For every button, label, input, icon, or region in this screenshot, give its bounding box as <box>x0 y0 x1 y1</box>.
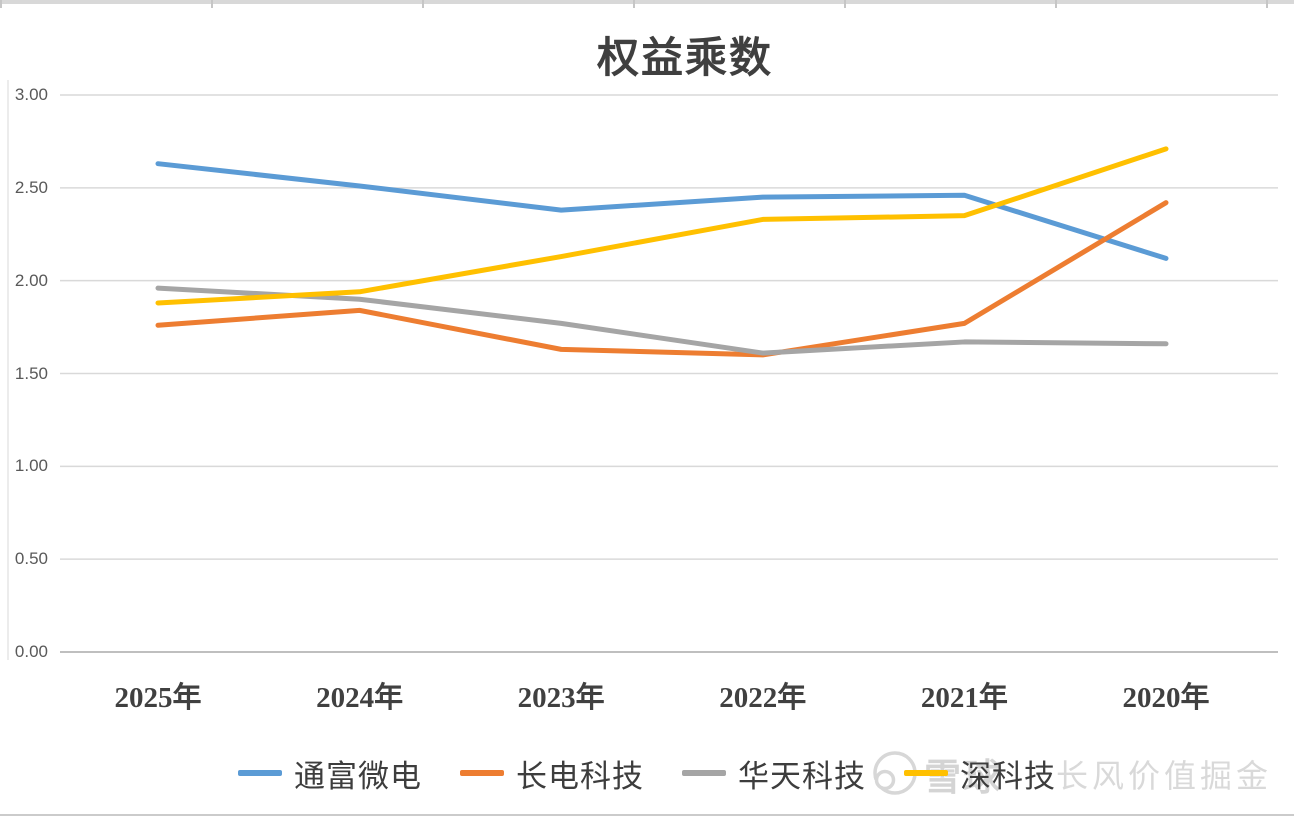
y-axis-tick-label: 1.00 <box>14 456 48 476</box>
legend-label: 深科技 <box>960 758 1056 794</box>
chart-title: 权益乘数 <box>596 36 773 82</box>
legend-dash-icon <box>460 770 504 776</box>
legend-item: 长电科技 <box>460 751 644 796</box>
legend-item: 通富微电 <box>238 751 422 796</box>
watermark-text: 长风价值掘金 <box>1056 758 1273 794</box>
watermark-brand: 雪球 <box>924 758 1002 799</box>
x-axis-tick-label: 2023年 <box>517 682 605 714</box>
y-axis-tick-label: 1.50 <box>14 363 48 383</box>
x-axis-tick-label: 2021年 <box>920 682 1008 714</box>
legend-label: 通富微电 <box>294 758 422 794</box>
legend-label: 华天科技 <box>738 758 866 794</box>
y-axis-tick-label: 0.50 <box>14 549 48 569</box>
legend-dash-icon <box>904 770 948 776</box>
bottom-edge-line <box>0 814 1294 816</box>
legend-item: 华天科技 <box>682 751 866 796</box>
y-axis-tick-label: 2.50 <box>14 177 48 197</box>
top-edge-ruler <box>0 0 1294 8</box>
chart-legend: 通富微电 长电科技 华天科技 深科技 <box>0 744 1294 802</box>
x-axis-tick-label: 2024年 <box>316 682 404 714</box>
x-axis-tick-label: 2025年 <box>114 682 202 714</box>
legend-dash-icon <box>238 770 282 776</box>
legend-dash-icon <box>682 770 726 776</box>
x-axis-tick-label: 2022年 <box>719 682 807 714</box>
watermark: 雪球 长风价值掘金 <box>870 744 1272 804</box>
y-axis-tick-label: 2.00 <box>14 270 48 290</box>
x-axis-tick-label: 2020年 <box>1122 682 1210 714</box>
y-axis-tick-label: 3.00 <box>14 85 48 104</box>
left-edge-line <box>7 80 9 660</box>
y-axis-tick-label: 0.00 <box>14 642 48 661</box>
legend-item: 深科技 <box>904 751 1056 796</box>
legend-label: 长电科技 <box>516 758 644 794</box>
